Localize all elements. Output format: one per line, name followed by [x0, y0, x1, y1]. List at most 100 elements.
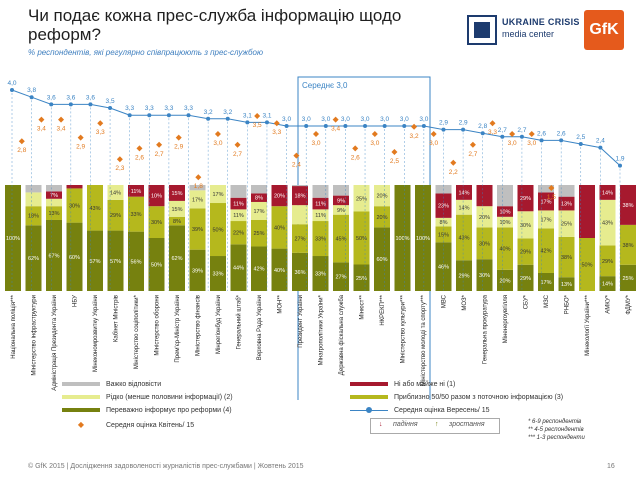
- down-arrow-icon: ↓: [379, 421, 383, 428]
- bar-segment: [599, 245, 616, 277]
- bar-label: 45%: [335, 237, 346, 243]
- bar-label: 39%: [192, 227, 203, 233]
- bar-label: 33%: [315, 272, 326, 278]
- september-average-label: 3,2: [410, 133, 419, 140]
- bar-segment: [497, 206, 513, 217]
- category-label: Мінрегіонбуд України: [216, 295, 222, 354]
- bar-segment: [292, 185, 308, 187]
- bar-label: 18%: [294, 194, 305, 200]
- september-average-label: 3,3: [488, 129, 497, 136]
- bar-label: 38%: [561, 255, 572, 261]
- bar-label: 30%: [479, 241, 490, 247]
- october-average-label: 3,0: [321, 116, 330, 123]
- october-average-label: 3,1: [243, 112, 252, 119]
- ukraine-crisis-text: UKRAINE CRISIS: [502, 17, 580, 27]
- bar-segment: [292, 186, 308, 206]
- september-average-marker: [214, 131, 221, 137]
- september-average-marker: [18, 138, 25, 145]
- october-average-label: 3,1: [262, 112, 271, 119]
- bar-segment: [5, 185, 21, 291]
- october-average-label: 3,0: [341, 116, 350, 123]
- category-label: Національна поліція***: [11, 294, 17, 358]
- bar-label: 8%: [255, 196, 263, 202]
- bar-label: 7%: [50, 193, 58, 199]
- bar-segment: [107, 230, 124, 291]
- bar-segment: [353, 185, 370, 212]
- bar-segment: [230, 197, 247, 210]
- october-average-label: 1,9: [615, 156, 624, 163]
- bar-segment: [333, 195, 349, 206]
- bar-label: 25%: [356, 276, 367, 282]
- bar-label: 9%: [337, 198, 345, 204]
- bar-segment: [128, 196, 144, 232]
- bar-label: 29%: [110, 213, 121, 219]
- bar-label: 14%: [458, 205, 469, 211]
- legend-none: Ні або майже ні (1): [350, 381, 455, 388]
- average-label: Середнє 3,0: [302, 81, 348, 90]
- september-average-label: 3,0: [213, 140, 222, 147]
- october-average-label: 3,0: [380, 116, 389, 123]
- october-average-point: [323, 124, 328, 128]
- september-average-label: 1,5: [547, 194, 556, 201]
- september-average-marker: [313, 131, 319, 137]
- category-label: Міненергоувгілля: [503, 295, 509, 343]
- october-average-point: [88, 102, 93, 107]
- september-average-marker: [352, 145, 359, 152]
- bar-segment: [169, 216, 185, 226]
- bar-segment: [312, 185, 329, 198]
- bar-label: 14%: [602, 190, 613, 196]
- bar-label: 23%: [438, 204, 449, 210]
- bar-label: 43%: [458, 235, 469, 241]
- bar-label: 15%: [438, 232, 449, 238]
- bar-label: 38%: [622, 203, 633, 209]
- october-average-point: [68, 102, 73, 107]
- bar-label: 30%: [479, 273, 490, 279]
- october-average-label: 2,5: [576, 134, 585, 141]
- media-center-text: media center: [502, 29, 555, 39]
- bar-label: 67%: [48, 253, 59, 259]
- october-average-label: 3,3: [145, 105, 154, 112]
- bar-label: 8%: [440, 220, 448, 226]
- october-average-label: 3,6: [86, 94, 95, 101]
- bar-segment: [476, 259, 493, 291]
- september-average-marker: [430, 131, 437, 137]
- bar-segment: [353, 211, 370, 265]
- october-average-point: [500, 134, 505, 139]
- category-label: МОЗ*: [462, 294, 468, 310]
- bar-label: 14%: [602, 282, 613, 288]
- bar-label: 15%: [171, 207, 182, 213]
- bar-segment: [558, 277, 575, 291]
- bar-label: 20%: [499, 278, 510, 284]
- bar-label: 13%: [48, 211, 59, 217]
- note-3: *** 1-3 респонденти: [528, 435, 585, 441]
- october-average-point: [49, 102, 54, 107]
- bar-segment: [210, 203, 226, 257]
- october-average-point: [559, 138, 564, 143]
- bar-label: 29%: [602, 259, 613, 265]
- gfk-logo: GfK: [584, 10, 624, 50]
- bar-segment: [476, 206, 493, 228]
- bar-segment: [497, 185, 513, 207]
- october-average-label: 4,0: [7, 80, 16, 87]
- bar-segment: [46, 191, 62, 199]
- bar-label: 29%: [520, 196, 531, 202]
- october-average-label: 2,6: [537, 130, 546, 137]
- october-average-point: [127, 113, 132, 118]
- october-average-label: 3,0: [282, 116, 291, 123]
- bar-segment: [312, 197, 329, 210]
- bar-segment: [189, 249, 206, 291]
- october-average-label: 3,8: [27, 87, 36, 94]
- bar-label: 25%: [253, 231, 264, 237]
- bar-segment: [292, 205, 308, 225]
- bar-label: 57%: [89, 259, 100, 265]
- note-1: * 6-9 респондентів: [528, 419, 582, 425]
- legend-oct: Середня оцінка Вересень/ 15: [350, 406, 490, 414]
- category-label: Міністерство соціполітики*: [134, 294, 140, 369]
- bar-label: 50%: [212, 228, 223, 234]
- october-average-point: [206, 116, 211, 121]
- october-average-label: 2,4: [596, 138, 605, 145]
- bar-label: 39%: [192, 268, 203, 274]
- october-average-point: [461, 127, 466, 132]
- bar-segment: [538, 210, 554, 229]
- october-average-label: 2,9: [439, 120, 448, 127]
